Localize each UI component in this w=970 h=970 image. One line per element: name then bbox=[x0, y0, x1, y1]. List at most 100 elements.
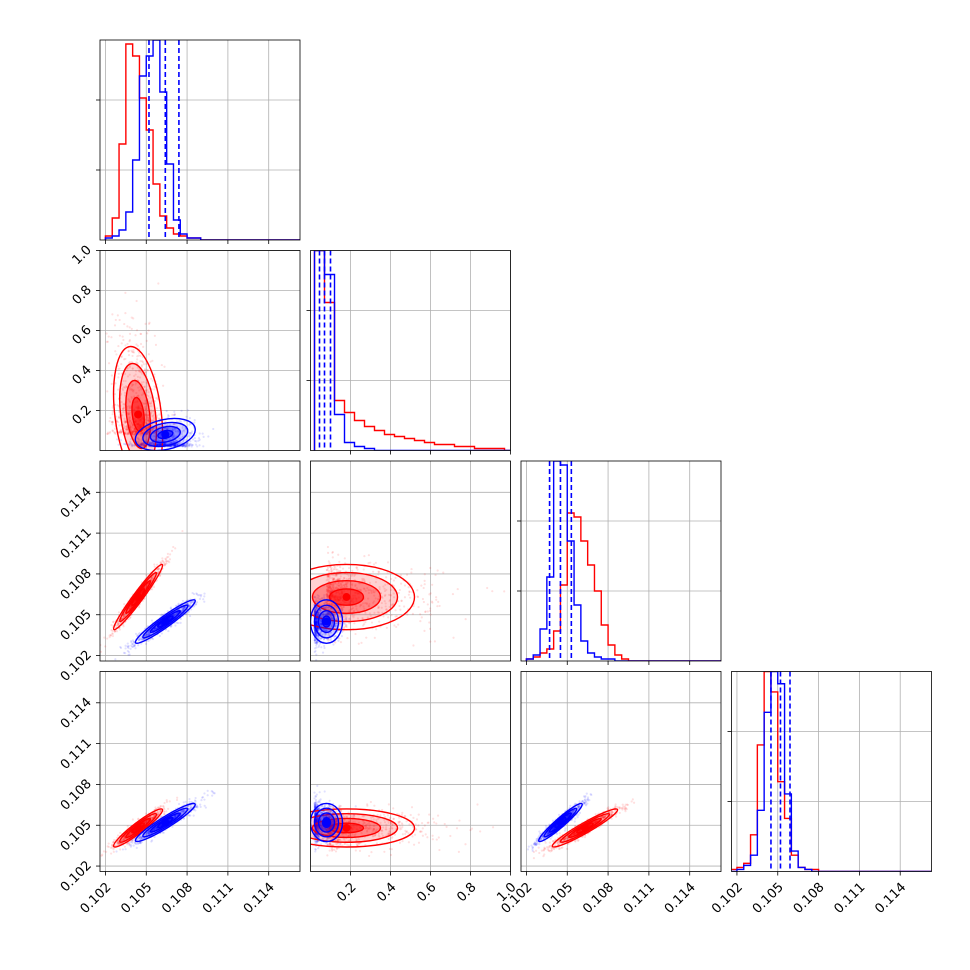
scatter-point bbox=[133, 429, 136, 432]
scatter-point bbox=[181, 444, 184, 448]
scatter-point bbox=[178, 437, 181, 441]
scatter-point bbox=[372, 589, 375, 592]
scatter-point bbox=[128, 413, 131, 416]
scatter-point bbox=[150, 442, 153, 445]
scatter-point bbox=[139, 370, 142, 374]
scatter-point bbox=[163, 427, 166, 430]
scatter-point bbox=[328, 587, 331, 590]
scatter-point bbox=[181, 440, 184, 443]
scatter-point bbox=[159, 442, 162, 446]
scatter-point bbox=[118, 318, 121, 322]
scatter-point bbox=[368, 581, 372, 584]
scatter-point bbox=[147, 632, 150, 635]
scatter-point bbox=[376, 611, 379, 614]
scatter-point bbox=[181, 426, 184, 429]
scatter-point bbox=[116, 621, 119, 624]
scatter-point bbox=[325, 602, 328, 605]
scatter-point bbox=[129, 419, 132, 422]
scatter-point bbox=[120, 617, 123, 621]
scatter-point bbox=[121, 335, 124, 338]
scatter-point bbox=[491, 590, 494, 593]
scatter-point bbox=[327, 586, 330, 590]
scatter-point bbox=[120, 400, 123, 404]
scatter-point bbox=[196, 445, 199, 448]
scatter-point bbox=[132, 351, 136, 354]
scatter-point bbox=[452, 636, 455, 639]
scatter-point bbox=[107, 335, 110, 338]
scatter-point bbox=[121, 617, 124, 620]
scatter-point bbox=[315, 644, 318, 647]
scatter-point bbox=[153, 628, 156, 631]
scatter-point bbox=[136, 375, 140, 379]
scatter-point bbox=[144, 426, 148, 430]
scatter-point bbox=[145, 418, 148, 421]
scatter-point bbox=[172, 435, 175, 438]
scatter-point bbox=[429, 613, 432, 616]
scatter-point bbox=[345, 583, 348, 586]
scatter-point bbox=[199, 595, 202, 598]
scatter-point bbox=[172, 423, 175, 426]
scatter-point bbox=[189, 604, 192, 607]
scatter-point bbox=[183, 606, 186, 609]
scatter-point bbox=[173, 444, 176, 447]
scatter-point bbox=[152, 442, 155, 446]
scatter-point bbox=[316, 626, 319, 630]
scatter-point bbox=[131, 389, 134, 392]
scatter-point bbox=[120, 430, 123, 433]
scatter-point bbox=[144, 427, 147, 430]
scatter-point bbox=[142, 431, 145, 434]
scatter-point bbox=[143, 402, 146, 405]
scatter-point bbox=[361, 602, 365, 605]
scatter-point bbox=[327, 578, 330, 581]
scatter-point bbox=[108, 636, 111, 639]
scatter-point bbox=[145, 633, 148, 636]
scatter-point bbox=[169, 424, 172, 427]
scatter-point bbox=[181, 608, 184, 611]
scatter-point bbox=[174, 430, 178, 433]
scatter-point bbox=[162, 564, 165, 567]
scatter-point bbox=[130, 428, 133, 431]
scatter-point bbox=[198, 444, 201, 447]
scatter-point bbox=[408, 590, 411, 594]
scatter-point bbox=[147, 633, 150, 637]
scatter-point bbox=[388, 600, 391, 603]
scatter-point bbox=[127, 431, 130, 434]
scatter-point bbox=[137, 354, 140, 357]
scatter-point bbox=[426, 610, 429, 613]
scatter-point bbox=[138, 606, 141, 609]
scatter-point bbox=[151, 410, 154, 413]
scatter-point bbox=[317, 599, 320, 602]
scatter-point bbox=[158, 567, 161, 570]
scatter-point bbox=[339, 624, 342, 627]
scatter-point bbox=[171, 427, 174, 430]
scatter-point bbox=[162, 384, 165, 387]
scatter-point bbox=[346, 573, 349, 576]
scatter-point bbox=[108, 420, 111, 423]
scatter-point bbox=[147, 391, 150, 394]
scatter-point bbox=[142, 443, 145, 446]
scatter-point bbox=[149, 360, 152, 363]
scatter-point bbox=[201, 432, 204, 435]
scatter-point bbox=[174, 439, 177, 442]
scatter-point bbox=[130, 641, 133, 644]
scatter-point bbox=[126, 325, 129, 328]
scatter-point bbox=[128, 407, 131, 410]
scatter-point bbox=[329, 585, 332, 588]
scatter-point bbox=[328, 585, 332, 589]
scatter-point bbox=[128, 360, 131, 364]
scatter-point bbox=[198, 432, 201, 435]
scatter-point bbox=[147, 353, 150, 356]
scatter-point bbox=[132, 317, 135, 320]
scatter-point bbox=[326, 613, 329, 616]
scatter-point bbox=[336, 587, 339, 590]
scatter-point bbox=[167, 555, 170, 558]
scatter-point bbox=[382, 585, 385, 588]
scatter-point bbox=[348, 609, 351, 612]
scatter-point bbox=[343, 625, 346, 628]
scatter-point bbox=[146, 416, 149, 419]
scatter-point bbox=[143, 385, 146, 388]
scatter-point bbox=[115, 630, 119, 633]
scatter-point bbox=[189, 431, 192, 435]
scatter-point bbox=[341, 567, 345, 570]
scatter-point bbox=[331, 622, 334, 625]
